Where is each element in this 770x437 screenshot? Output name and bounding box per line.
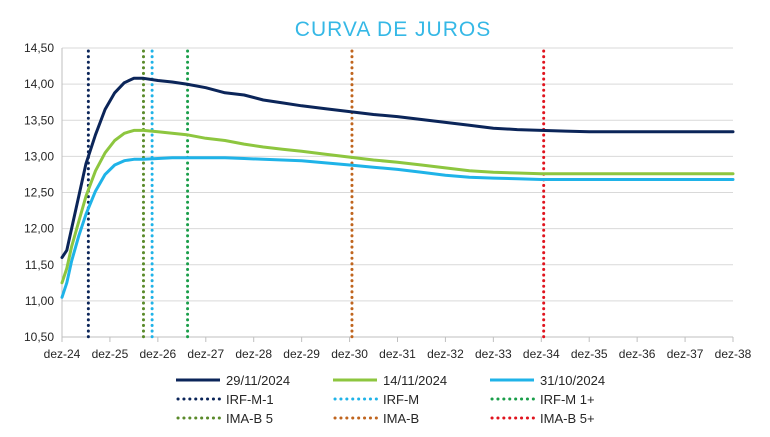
legend-item: 14/11/2024 (333, 373, 447, 388)
legend-item: IRF-M (333, 392, 419, 407)
legend-label: IMA-B 5+ (540, 411, 595, 426)
legend-item: IRF-M-1 (176, 392, 274, 407)
legend-label: IMA-B (383, 411, 419, 426)
legend-label: IMA-B 5 (226, 411, 273, 426)
x-tick-label: dez-33 (475, 347, 512, 361)
x-tick-label: dez-26 (140, 347, 177, 361)
series-line-29-11-2024 (60, 76, 735, 259)
legend-label: IRF-M (383, 392, 419, 407)
axis-layer: 10,50 11,00 11,50 12,00 12,50 13,00 13,50 14,00… (24, 41, 752, 361)
y-tick-label: 12,50 (24, 186, 54, 200)
y-tick-label: 13,00 (24, 149, 54, 163)
chart-title: CURVA DE JUROS (295, 18, 491, 41)
x-tick-label: dez-30 (331, 347, 368, 361)
x-tick-label: dez-37 (667, 347, 704, 361)
y-tick-label: 10,50 (24, 330, 54, 344)
y-tick-label: 11,50 (25, 258, 54, 272)
legend-item: IMA-B (333, 411, 419, 426)
x-tick-label: dez-38 (715, 347, 752, 361)
legend-item: 29/11/2024 (176, 373, 290, 388)
series-line-14-11-2024 (60, 128, 735, 285)
legend-label: IRF-M-1 (226, 392, 274, 407)
series-layer (60, 76, 735, 299)
x-tick-label: dez-25 (92, 347, 129, 361)
x-tick-label: dez-35 (571, 347, 608, 361)
y-tick-label: 13,50 (24, 113, 54, 127)
legend-item: IRF-M 1+ (490, 392, 595, 407)
y-tick-label: 14,00 (24, 77, 54, 91)
x-tick-label: dez-32 (427, 347, 464, 361)
legend: 29/11/2024 14/11/2024 31/10/2024 IRF-M-1 IRF… (176, 373, 605, 426)
x-tick-label: dez-24 (44, 347, 81, 361)
marker-layer (86, 49, 546, 339)
legend-label: 29/11/2024 (226, 373, 290, 388)
legend-label: IRF-M 1+ (540, 392, 595, 407)
x-tick-label: dez-27 (187, 347, 224, 361)
x-tick-label: dez-36 (619, 347, 656, 361)
x-tick-label: dez-29 (283, 347, 320, 361)
legend-label: 14/11/2024 (383, 373, 447, 388)
x-tick-label: dez-28 (235, 347, 272, 361)
y-tick-label: 14,50 (24, 41, 54, 55)
legend-label: 31/10/2024 (540, 373, 605, 388)
x-tick-label: dez-34 (523, 347, 560, 361)
legend-item: 31/10/2024 (490, 373, 605, 388)
legend-item: IMA-B 5 (176, 411, 273, 426)
series-line-31-10-2024 (60, 156, 735, 299)
y-tick-label: 12,00 (24, 222, 54, 236)
legend-item: IMA-B 5+ (490, 411, 595, 426)
y-tick-label: 11,00 (25, 294, 54, 308)
x-tick-label: dez-31 (379, 347, 416, 361)
